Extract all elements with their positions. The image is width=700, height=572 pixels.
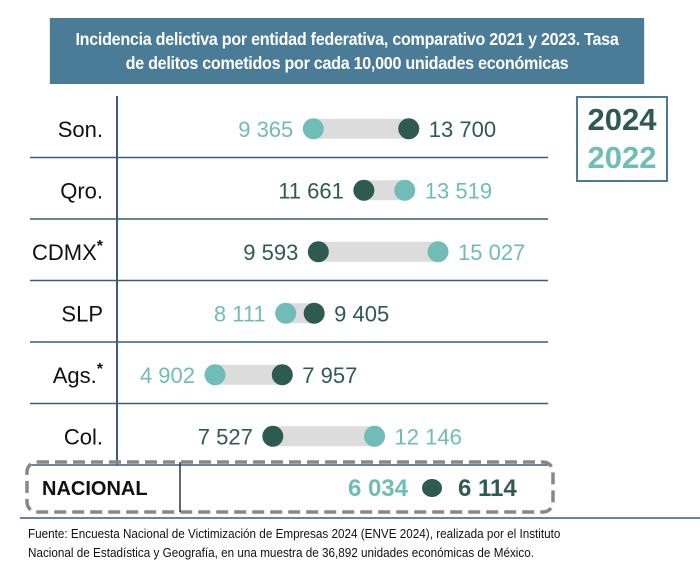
dot-2022: [364, 425, 386, 447]
dot-2024: [307, 241, 329, 263]
national-dot: [422, 479, 442, 497]
value-label-2024: 7 527: [198, 424, 253, 449]
value-label-2022: 13 519: [425, 178, 492, 203]
legend-2024: 2024: [587, 102, 657, 137]
category-label: Col.: [64, 424, 103, 449]
dot-2022: [427, 241, 449, 263]
legend-2022: 2022: [587, 140, 657, 175]
dot-2022: [302, 118, 324, 140]
dot-2022: [204, 364, 226, 386]
dot-2022: [394, 179, 416, 201]
legend: 2024 2022: [576, 96, 668, 182]
chart-title: Incidencia delictiva por entidad federat…: [49, 18, 645, 84]
category-label: Qro.: [60, 178, 103, 203]
national-value-2024: 6 114: [458, 475, 517, 502]
dot-2022: [275, 302, 297, 324]
value-label-2024: 9 405: [334, 301, 389, 326]
category-label: Ags.*: [53, 361, 104, 388]
dot-2024: [398, 118, 420, 140]
category-asterisk: *: [97, 361, 104, 378]
source-note: Fuente: Encuesta Nacional de Victimizaci…: [28, 524, 631, 562]
value-label-2022: 12 146: [395, 424, 462, 449]
national-label: NACIONAL: [42, 478, 148, 500]
dot-2024: [271, 364, 293, 386]
value-label-2022: 15 027: [458, 240, 525, 265]
value-label-2022: 8 111: [214, 301, 266, 326]
national-value-2022: 6 034: [348, 475, 409, 502]
national-box: [25, 460, 555, 514]
value-label-2022: 4 902: [140, 363, 195, 388]
value-label-2022: 9 365: [238, 117, 293, 142]
value-label-2024: 11 661: [278, 178, 344, 203]
value-label-2024: 7 957: [302, 363, 357, 388]
dumbbell-chart: Son. 9 365 13 700 Qro. 11 661 13 519 CDMX* 9 59…: [20, 96, 700, 519]
source-line-1: Fuente: Encuesta Nacional de Victimizaci…: [28, 526, 561, 541]
value-label-2024: 13 700: [429, 117, 496, 142]
category-asterisk: *: [97, 238, 104, 255]
dot-2024: [303, 302, 325, 324]
dot-2024: [262, 425, 284, 447]
source-line-2: Nacional de Estadística y Geografía, en …: [28, 545, 535, 560]
category-label: Son.: [58, 117, 103, 142]
dot-2024: [353, 179, 375, 201]
value-label-2024: 9 593: [243, 240, 298, 265]
title-line-2: de delitos cometidos por cada 10,000 uni…: [125, 53, 569, 73]
category-label: CDMX*: [32, 238, 104, 265]
category-label: SLP: [61, 301, 103, 326]
title-line-1: Incidencia delictiva por entidad federat…: [75, 29, 619, 49]
